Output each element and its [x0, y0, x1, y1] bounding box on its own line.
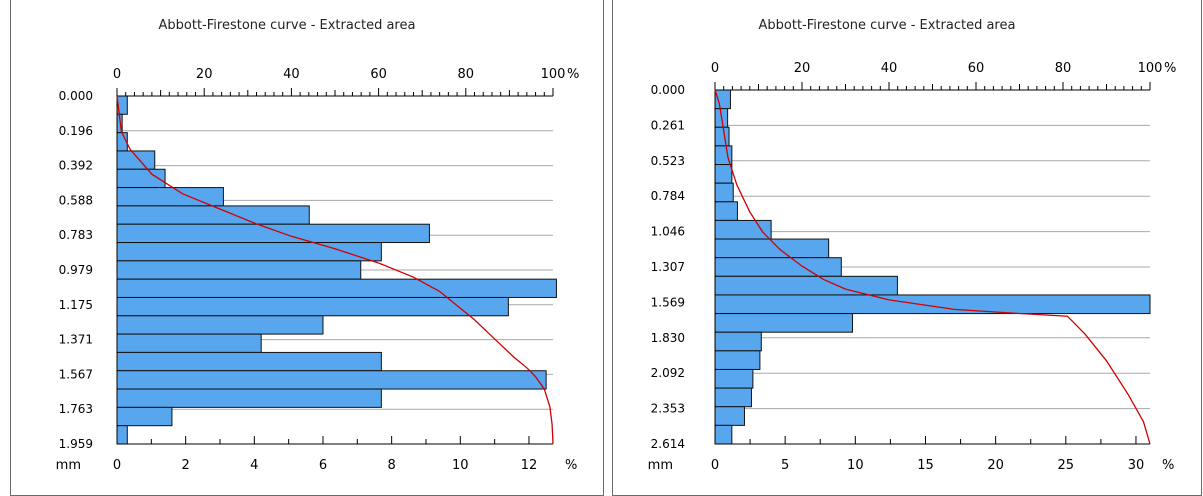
x-bottom-unit: % [1162, 458, 1174, 473]
x-top-tick-label: 100 [1138, 61, 1163, 76]
y-tick-label: 0.196 [59, 124, 93, 138]
y-tick-label: 1.175 [59, 298, 93, 312]
y-tick-label: 2.353 [651, 402, 685, 416]
x-bottom-tick-label: 0 [711, 458, 719, 473]
panel-border-left [10, 0, 604, 496]
y-tick-label: 0.000 [59, 89, 93, 103]
x-top-tick-label: 60 [370, 67, 387, 82]
x-bottom-tick-label: 2 [182, 458, 190, 473]
x-bottom-tick-label: 10 [847, 458, 864, 473]
y-tick-label: 0.783 [59, 228, 93, 242]
y-tick-label: 0.523 [651, 154, 685, 168]
y-tick-label: 1.763 [59, 402, 93, 416]
x-top-tick-label: 20 [196, 67, 213, 82]
y-tick-label: 0.261 [651, 118, 685, 132]
y-tick-label: 1.307 [651, 260, 685, 274]
x-top-tick-label: 20 [794, 61, 811, 76]
y-tick-label: 0.392 [59, 159, 93, 173]
y-tick-label: 1.830 [651, 331, 685, 345]
chart-title: Abbott-Firestone curve - Extracted area [158, 18, 416, 33]
y-tick-label: 1.371 [59, 333, 93, 347]
x-bottom-tick-label: 8 [388, 458, 396, 473]
chart-title: Abbott-Firestone curve - Extracted area [758, 18, 1016, 33]
x-top-tick-label: 80 [458, 67, 475, 82]
x-top-tick-label: 100 [541, 67, 566, 82]
x-bottom-tick-label: 6 [319, 458, 327, 473]
x-bottom-tick-label: 30 [1128, 458, 1145, 473]
y-tick-label: 0.784 [651, 189, 685, 203]
x-top-tick-label: 0 [711, 61, 719, 76]
chart-panel-right: Abbott-Firestone curve - Extracted area … [612, 0, 1202, 493]
panel-border-right [612, 0, 1202, 496]
y-tick-label: 1.569 [651, 295, 685, 309]
y-tick-label: 2.092 [651, 366, 685, 380]
x-bottom-tick-label: 5 [781, 458, 789, 473]
x-bottom-tick-label: 12 [521, 458, 538, 473]
y-tick-label: 0.000 [651, 83, 685, 97]
x-bottom-tick-label: 15 [917, 458, 934, 473]
x-bottom-tick-label: 20 [987, 458, 1004, 473]
x-top-tick-label: 60 [968, 61, 985, 76]
x-bottom-unit: % [565, 458, 577, 473]
x-bottom-tick-label: 4 [250, 458, 258, 473]
x-top-tick-label: 40 [881, 61, 898, 76]
abbott-firestone-chart-left: 0.000 0.196 0.392 0.588 0.783 0.979 1.175 1.371… [56, 67, 580, 473]
y-axis-unit: mm [648, 458, 673, 473]
y-tick-label: 1.567 [59, 367, 93, 381]
x-top-tick-label: 40 [283, 67, 300, 82]
y-tick-label: 0.588 [59, 193, 93, 207]
x-bottom-tick-label: 10 [452, 458, 469, 473]
x-bottom-tick-label: 25 [1058, 458, 1075, 473]
x-bottom-tick-label: 0 [113, 458, 121, 473]
abbott-firestone-curve [116, 95, 554, 445]
y-axis-unit: mm [56, 458, 81, 473]
x-top-tick-label: 0 [113, 67, 121, 82]
abbott-firestone-chart-right: 0.000 0.261 0.523 0.784 1.046 1.307 1.569 1.830… [648, 61, 1177, 473]
x-top-unit: % [1164, 61, 1176, 76]
abbott-firestone-curve [714, 89, 1151, 445]
x-top-tick-label: 80 [1055, 61, 1072, 76]
y-tick-label: 0.979 [59, 263, 93, 277]
y-tick-label: 2.614 [651, 437, 685, 451]
y-tick-label: 1.959 [59, 437, 93, 451]
chart-panel-left: Abbott-Firestone curve - Extracted area … [10, 0, 604, 493]
y-tick-label: 1.046 [651, 225, 685, 239]
x-top-unit: % [567, 67, 579, 82]
